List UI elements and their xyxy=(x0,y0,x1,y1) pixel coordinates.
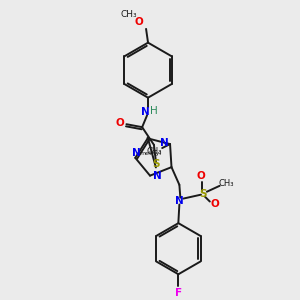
Text: H: H xyxy=(150,106,158,116)
Text: N: N xyxy=(132,148,141,158)
Text: CH₃: CH₃ xyxy=(120,10,137,19)
Text: O: O xyxy=(115,118,124,128)
Text: O: O xyxy=(210,200,219,209)
Text: S: S xyxy=(199,189,207,199)
Text: F: F xyxy=(175,288,182,298)
Text: O: O xyxy=(196,171,206,181)
Text: N: N xyxy=(160,138,169,148)
Text: methyl: methyl xyxy=(140,152,161,156)
Text: S: S xyxy=(152,160,160,170)
Text: CH₃: CH₃ xyxy=(219,179,234,188)
Text: O: O xyxy=(135,17,144,27)
Text: CH₃: CH₃ xyxy=(147,148,162,157)
Text: N: N xyxy=(152,171,161,181)
Text: N: N xyxy=(141,107,149,117)
Text: N: N xyxy=(175,196,184,206)
